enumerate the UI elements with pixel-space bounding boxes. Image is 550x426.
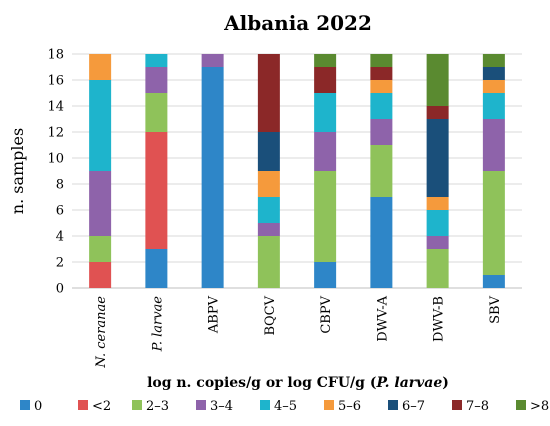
- y-axis-ticks: 0 2 4 6 8 10 12 14 16 18: [47, 48, 64, 297]
- x-axis-label: log n. copies/g or log CFU/g (P. larvae): [147, 375, 449, 391]
- y-tick-label: 6: [56, 204, 64, 219]
- x-tick-label: SBV: [488, 295, 503, 323]
- bar-segment: [257, 171, 280, 197]
- y-tick-label: 0: [56, 282, 64, 297]
- bar-segment: [89, 171, 112, 236]
- grid: [72, 53, 522, 289]
- bar-segment: [482, 67, 505, 80]
- bar-segment: [201, 54, 224, 67]
- bar-segment: [257, 236, 280, 288]
- bar-segment: [89, 80, 112, 171]
- bar-segment: [482, 54, 505, 67]
- legend-swatch: [132, 400, 142, 410]
- x-axis-label-part: P. larvae: [375, 375, 442, 391]
- legend-label: 0: [34, 399, 42, 414]
- x-tick-label: P. larvae: [150, 296, 165, 353]
- legend-label: 7–8: [466, 399, 489, 414]
- x-axis-label-part: log n. copies/g or log CFU/g (: [147, 375, 376, 391]
- bar-segment: [426, 54, 449, 106]
- bar-segment: [370, 54, 393, 67]
- bar-segment: [370, 67, 393, 80]
- bar-segment: [89, 262, 112, 288]
- bars: [89, 54, 505, 288]
- bar-segment: [482, 171, 505, 275]
- bar-segment: [426, 197, 449, 210]
- x-tick-label: N. ceranae: [94, 296, 109, 369]
- bar-segment: [426, 210, 449, 236]
- legend-label: <2: [92, 399, 111, 414]
- bar-segment: [482, 275, 505, 288]
- bar-segment: [145, 132, 168, 249]
- y-tick-label: 18: [47, 48, 64, 63]
- y-tick-label: 2: [56, 256, 64, 271]
- bar-segment: [314, 262, 337, 288]
- bar-segment: [482, 119, 505, 171]
- bar-segment: [89, 54, 112, 80]
- x-axis-label-part: ): [442, 375, 449, 391]
- bar-segment: [426, 249, 449, 288]
- x-tick-label: ABPV: [207, 295, 222, 334]
- bar-segment: [426, 236, 449, 249]
- y-tick-label: 12: [47, 126, 64, 141]
- chart-title: Albania 2022: [223, 11, 372, 35]
- bar-segment: [257, 197, 280, 223]
- legend-label: 4–5: [274, 399, 297, 414]
- y-tick-label: 14: [47, 100, 64, 115]
- bar-segment: [370, 93, 393, 119]
- legend-swatch: [388, 400, 398, 410]
- bar-segment: [426, 106, 449, 119]
- bar-segment: [482, 93, 505, 119]
- x-axis-ticks: N. ceranae P. larvae ABPV BQCV CBPV DWV-A DWV-…: [94, 295, 503, 368]
- bar-segment: [314, 93, 337, 132]
- bar-segment: [370, 119, 393, 145]
- y-tick-label: 10: [47, 152, 64, 167]
- bar-segment: [314, 54, 337, 67]
- legend-label: 6–7: [402, 399, 425, 414]
- bar-segment: [482, 80, 505, 93]
- legend-swatch: [196, 400, 206, 410]
- legend-swatch: [20, 400, 30, 410]
- bar-segment: [145, 54, 168, 67]
- x-tick-label: CBPV: [319, 295, 334, 333]
- bar-segment: [370, 197, 393, 288]
- bar-segment: [426, 119, 449, 197]
- legend-swatch: [516, 400, 526, 410]
- bar-segment: [314, 67, 337, 93]
- legend-label: 5–6: [338, 399, 361, 414]
- bar-segment: [314, 171, 337, 262]
- legend-label: 3–4: [210, 399, 233, 414]
- bar-segment: [201, 67, 224, 288]
- legend-swatch: [78, 400, 88, 410]
- x-tick-label: BQCV: [263, 295, 278, 335]
- x-tick-label: DWV-B: [432, 296, 447, 342]
- legend: 0 <2 2–3 3–4 4–5 5–6 6–7 7–8 >8: [20, 399, 549, 414]
- legend-label: 2–3: [146, 399, 169, 414]
- bar-segment: [145, 249, 168, 288]
- bar-segment: [89, 236, 112, 262]
- bar-segment: [257, 132, 280, 171]
- bar-segment: [370, 80, 393, 93]
- bar-segment: [257, 54, 280, 132]
- bar-segment: [314, 132, 337, 171]
- legend-swatch: [452, 400, 462, 410]
- y-tick-label: 4: [56, 230, 64, 245]
- bar-segment: [257, 223, 280, 236]
- y-tick-label: 16: [47, 74, 64, 89]
- legend-swatch: [324, 400, 334, 410]
- bar-segment: [145, 67, 168, 93]
- legend-swatch: [260, 400, 270, 410]
- y-tick-label: 8: [56, 178, 64, 193]
- bar-segment: [370, 145, 393, 197]
- legend-label: >8: [530, 399, 549, 414]
- y-axis-label: n. samples: [8, 128, 27, 214]
- x-tick-label: DWV-A: [375, 295, 390, 341]
- bar-segment: [145, 93, 168, 132]
